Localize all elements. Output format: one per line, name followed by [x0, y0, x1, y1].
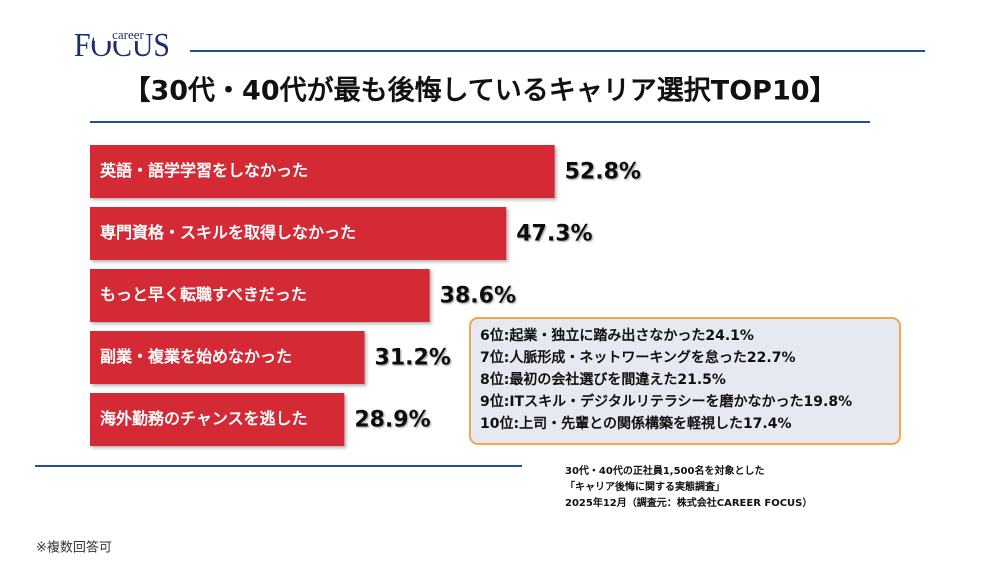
- ranking-item: 10位:上司・先輩との関係構築を軽視した17.4%: [480, 415, 792, 432]
- ranking-item: 9位:ITスキル・デジタルリテラシーを磨かなかった19.8%: [480, 393, 852, 410]
- source-text: 2025年12月（調査元：株式会社CAREER FOCUS）: [565, 496, 812, 509]
- source-text: 30代・40代の正社員1,500名を対象とした: [565, 464, 764, 477]
- source-text: 「キャリア後悔に関する実態調査」: [565, 480, 725, 493]
- bar: [90, 331, 365, 384]
- logo-backdrop: [94, 28, 144, 41]
- bar: [90, 207, 507, 260]
- value-label: 52.8%: [565, 160, 641, 185]
- bar-label: 海外勤務のチャンスを逃した: [100, 409, 308, 428]
- value-label: 31.2%: [375, 346, 451, 371]
- bar: [90, 269, 430, 322]
- bar: [90, 145, 555, 198]
- note: ※複数回答可: [36, 540, 112, 556]
- bar-label: もっと早く転職すべきだった: [100, 285, 307, 304]
- bar-label: 専門資格・スキルを取得しなかった: [100, 223, 356, 242]
- chart-title: 【30代・40代が最も後悔しているキャリア選択TOP10】: [123, 75, 836, 107]
- value-label: 38.6%: [440, 284, 516, 309]
- logo-small: career: [112, 27, 144, 42]
- ranking-item: 6位:起業・独立に踏み出さなかった24.1%: [480, 327, 754, 344]
- ranking-box: [469, 317, 901, 445]
- ranking-item: 7位:人脈形成・ネットワーキングを怠った22.7%: [480, 349, 796, 366]
- bar: [90, 393, 345, 446]
- value-label: 28.9%: [354, 408, 430, 433]
- bar-label: 英語・語学学習をしなかった: [99, 161, 308, 180]
- bar-label: 副業・複業を始めなかった: [100, 347, 292, 366]
- ranking-item: 8位:最初の会社選びを間違えた21.5%: [480, 371, 726, 388]
- value-label: 47.3%: [516, 222, 592, 247]
